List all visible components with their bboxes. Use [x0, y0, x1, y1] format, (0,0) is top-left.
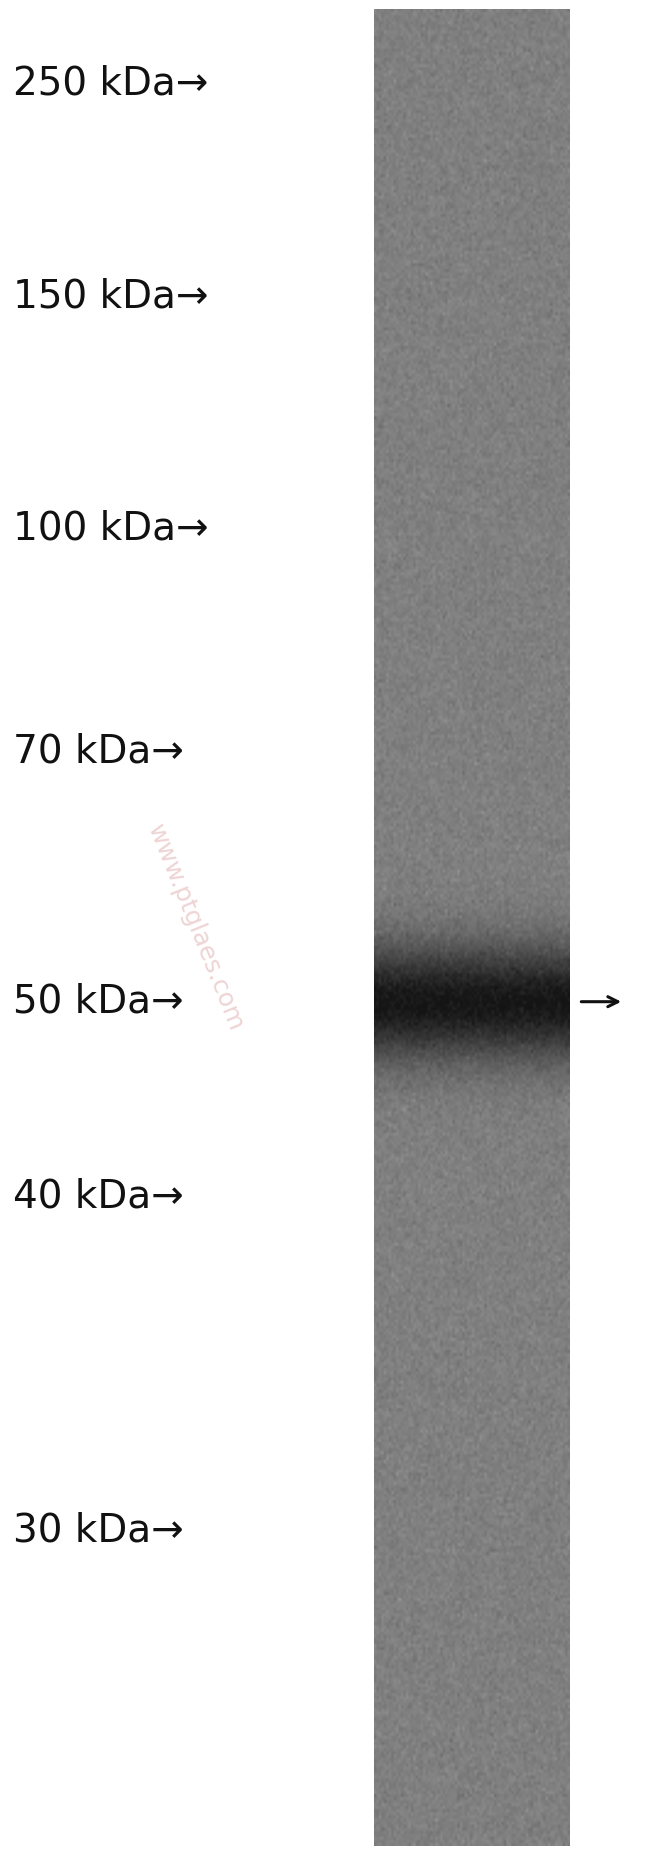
Text: 70 kDa→: 70 kDa→ — [13, 733, 184, 770]
Text: 40 kDa→: 40 kDa→ — [13, 1178, 184, 1215]
Text: 150 kDa→: 150 kDa→ — [13, 278, 209, 315]
Text: 50 kDa→: 50 kDa→ — [13, 983, 183, 1020]
Text: 250 kDa→: 250 kDa→ — [13, 65, 209, 102]
Text: 30 kDa→: 30 kDa→ — [13, 1512, 184, 1549]
Text: www.ptglaes.com: www.ptglaes.com — [142, 820, 248, 1035]
Text: 100 kDa→: 100 kDa→ — [13, 510, 209, 547]
